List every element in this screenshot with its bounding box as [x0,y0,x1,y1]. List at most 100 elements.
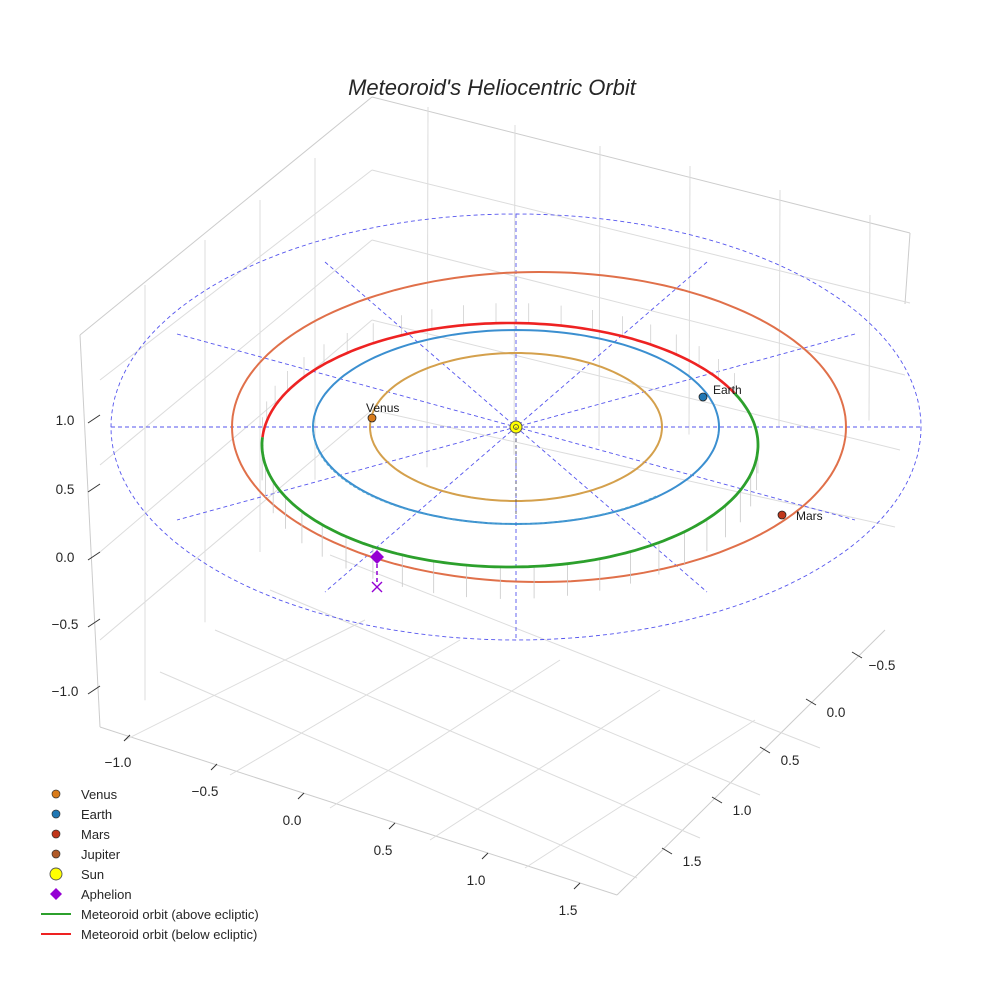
grid-line [426,106,429,468]
body-markers: Venus Earth Mars [366,383,823,593]
axis-edge [99,726,618,896]
x-tick-label: 0.0 [283,813,302,828]
legend-item: Sun [49,867,104,882]
y-tick-label: 0.5 [781,753,800,768]
grid-line [329,659,561,809]
legend: Venus Earth Mars Jupiter Sun Aphelion Meteoroi… [41,787,259,942]
legend-label: Meteoroid orbit (below ecliptic) [81,927,257,942]
venus-label: Venus [366,401,399,415]
legend-item: Meteoroid orbit (below ecliptic) [41,927,257,942]
axis-edge [79,334,101,728]
y-tick-mark [805,698,817,706]
orbit-stems [261,303,759,599]
z-tick-mark [87,414,101,424]
y-tick-label: −0.5 [869,658,896,673]
z-tick-label: −0.5 [52,617,79,632]
y-tick-mark [759,746,771,754]
grid-line [159,671,638,879]
axis-edge [904,232,911,305]
grid-line [99,169,373,381]
y-tick-mark [661,847,673,855]
grid-line [429,689,661,841]
mars-marker [777,510,787,520]
z-tick-label: 0.0 [56,550,75,565]
grid-line [371,239,906,376]
z-tick-label: −1.0 [52,684,79,699]
grid-line [778,189,781,428]
y-tick-mark [711,796,723,804]
grid-line [269,589,761,796]
x-tick-mark [388,822,396,830]
grid-line [524,719,756,869]
axes-ticks: 1.0 0.5 0.0 −0.5 −1.0 −1.0 −0.5 0.0 0.5 1.0 1.5 −0.… [52,413,896,918]
y-tick-mark [851,651,863,659]
earth-label: Earth [713,383,742,397]
legend-item: Jupiter [51,847,121,862]
grid-line [229,639,461,776]
legend-item: Earth [51,807,112,822]
grid-line [371,169,911,304]
legend-marker [50,888,62,900]
x-tick-label: −0.5 [192,784,219,799]
x-tick-label: 0.5 [374,843,393,858]
earth-marker [698,392,708,402]
z-tick-mark [87,551,101,561]
grid-line [688,165,691,435]
grid-line [329,554,821,749]
legend-marker [49,867,63,881]
x-tick-label: 1.5 [559,903,578,918]
z-tick-mark [87,685,101,695]
meteoroid-orbit-below-ecliptic [261,321,736,438]
venus-orbit [368,352,663,502]
legend-label: Mars [81,827,110,842]
mars-label: Mars [796,509,823,523]
axis-edge [79,96,373,336]
grid-line [124,619,366,741]
legend-item: Aphelion [50,887,132,902]
legend-marker [51,829,61,839]
z-tick-mark [87,483,101,493]
grid-line [99,409,373,641]
legend-item: Venus [51,787,118,802]
legend-marker [51,849,61,859]
legend-item: Mars [51,827,110,842]
legend-label: Earth [81,807,112,822]
venus-marker [367,413,377,423]
legend-label: Sun [81,867,104,882]
legend-label: Meteoroid orbit (above ecliptic) [81,907,259,922]
meteoroid-orbit-projection [312,413,657,525]
y-tick-label: 1.0 [733,803,752,818]
axis-edge [371,96,911,234]
aphelion-marker [370,550,384,564]
legend-label: Venus [81,787,118,802]
legend-label: Aphelion [81,887,132,902]
aphelion-projection-marker [371,581,383,593]
x-tick-label: 1.0 [467,873,486,888]
z-tick-mark [87,618,101,628]
x-tick-mark [297,792,305,800]
legend-label: Jupiter [81,847,121,862]
x-tick-mark [573,882,581,890]
z-tick-label: 0.5 [56,482,75,497]
axes-panes [79,96,911,896]
mars-orbit [230,270,847,584]
x-tick-mark [210,763,218,771]
y-tick-label: 1.5 [683,854,702,869]
axis-edge [616,629,886,896]
meteoroid-orbit [260,321,760,569]
grid-line [598,145,601,447]
grid-line [513,124,516,455]
z-tick-label: 1.0 [56,413,75,428]
grid-line [214,629,701,839]
y-tick-label: 0.0 [827,705,846,720]
meteoroid-orbit-above-ecliptic [260,392,760,569]
grid-line [99,239,373,466]
grid-line [99,319,373,553]
x-tick-label: −1.0 [105,755,132,770]
chart-title: Meteoroid's Heliocentric Orbit [348,75,637,100]
grid-line [868,214,871,421]
legend-item: Meteoroid orbit (above ecliptic) [41,907,259,922]
legend-marker [51,789,61,799]
x-tick-mark [123,734,131,742]
